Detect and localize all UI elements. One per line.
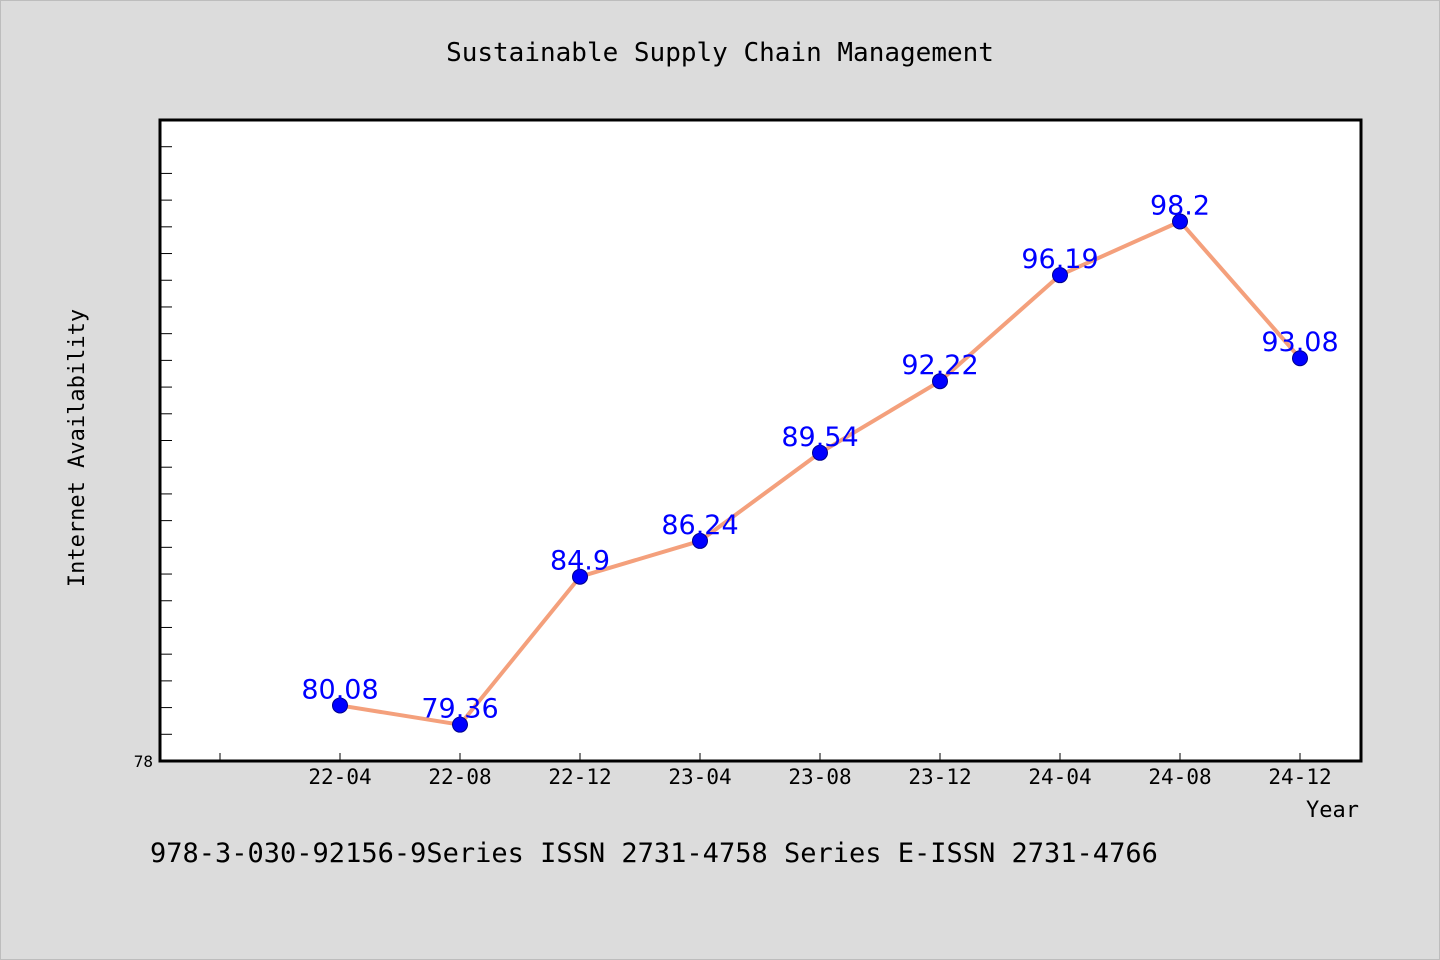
data-point	[692, 532, 708, 549]
x-tick-label: 22-12	[548, 765, 611, 789]
axis-ticks	[160, 146, 1301, 761]
y-tick-label: 78	[134, 752, 153, 771]
x-tick-label: 22-08	[428, 765, 491, 789]
data-point	[1172, 213, 1188, 230]
data-point	[1052, 267, 1068, 284]
plot-area	[158, 118, 1363, 763]
data-label: 92.22	[901, 350, 978, 381]
y-axis-label: Internet Availability	[65, 309, 90, 587]
data-label: 84.9	[550, 546, 610, 577]
data-point	[332, 697, 348, 714]
data-point	[932, 373, 948, 390]
data-point	[452, 716, 468, 733]
data-point	[812, 444, 828, 461]
data-label: 93.08	[1261, 327, 1338, 358]
x-tick-label: 24-04	[1028, 765, 1091, 789]
x-tick-label: 24-08	[1148, 765, 1211, 789]
data-point	[572, 568, 588, 585]
x-tick-label: 23-08	[788, 765, 851, 789]
x-axis-label: Year	[1306, 798, 1359, 823]
data-label: 98.2	[1150, 190, 1210, 221]
data-label: 80.08	[301, 674, 378, 705]
y-tick-labels: 78	[134, 752, 153, 771]
data-labels: 80.08 79.36 84.9 86.24 89.54 92.22 96.19 98.2 93…	[301, 190, 1338, 724]
data-label: 89.54	[781, 422, 858, 453]
footer-isbn-issn: 978-3-030-92156-9Series ISSN 2731-4758 S…	[150, 838, 1158, 869]
x-tick-label: 23-12	[908, 765, 971, 789]
data-label: 86.24	[661, 510, 738, 541]
chart-title: Sustainable Supply Chain Management	[446, 38, 994, 68]
x-tick-label: 22-04	[308, 765, 371, 789]
data-label: 79.36	[421, 694, 498, 725]
data-label: 96.19	[1021, 244, 1098, 275]
x-tick-label: 23-04	[668, 765, 731, 789]
data-points	[332, 213, 1308, 733]
data-point	[1292, 350, 1308, 367]
x-tick-labels: 22-04 22-08 22-12 23-04 23-08 23-12 24-04 24-08…	[308, 765, 1331, 789]
x-tick-label: 24-12	[1268, 765, 1331, 789]
